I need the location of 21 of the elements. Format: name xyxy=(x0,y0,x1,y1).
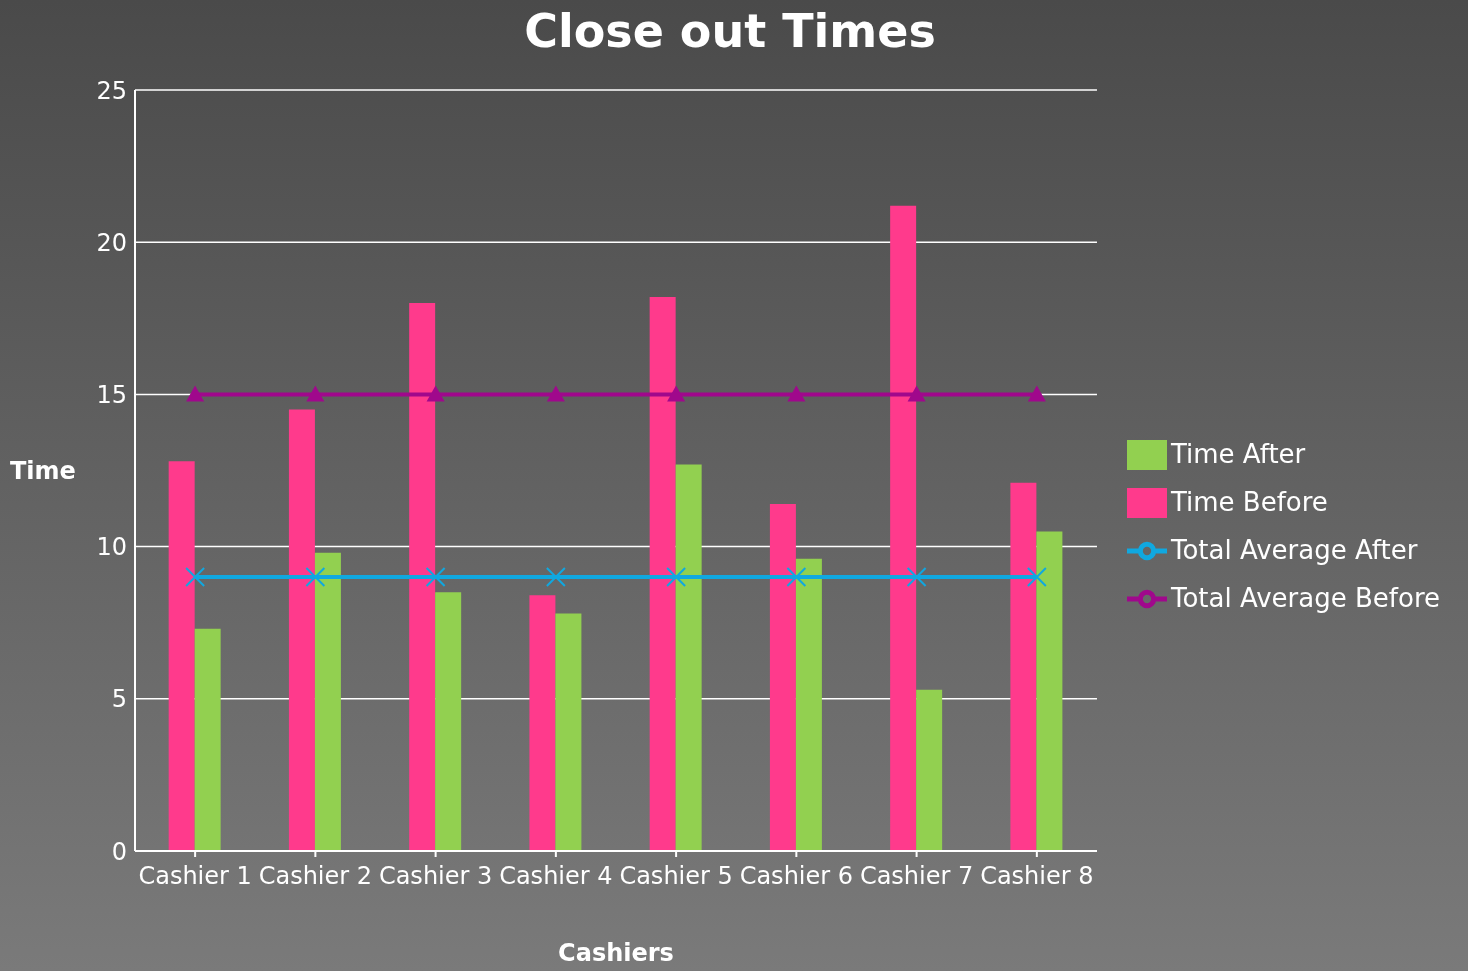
chart-title: Close out Times xyxy=(523,4,937,58)
x-tick-label: Cashier 1 xyxy=(138,862,252,891)
x-tick-label: Cashier 4 xyxy=(499,862,613,891)
legend-label: Total Average After xyxy=(1170,534,1418,565)
legend-label: Total Average Before xyxy=(1170,582,1440,613)
x-axis-title: Cashiers xyxy=(558,939,674,967)
y-tick-label: 10 xyxy=(96,533,127,562)
y-tick-label: 0 xyxy=(111,837,127,866)
y-tick-label: 5 xyxy=(111,685,127,714)
y-tick-label: 15 xyxy=(96,380,127,409)
legend-label: Time Before xyxy=(1170,486,1328,517)
x-tick-label: Cashier 2 xyxy=(258,862,373,891)
y-axis-title: Time xyxy=(10,457,76,486)
x-tick-label: Cashier 5 xyxy=(619,862,733,891)
x-tick-label: Cashier 3 xyxy=(378,862,493,891)
legend-label: Time After xyxy=(1170,438,1306,469)
x-tick-label: Cashier 8 xyxy=(980,862,1094,891)
x-tick-label: Cashier 7 xyxy=(859,862,974,891)
y-tick-label: 25 xyxy=(96,76,127,105)
y-tick-label: 20 xyxy=(96,228,127,257)
x-tick-label: Cashier 6 xyxy=(739,862,854,891)
